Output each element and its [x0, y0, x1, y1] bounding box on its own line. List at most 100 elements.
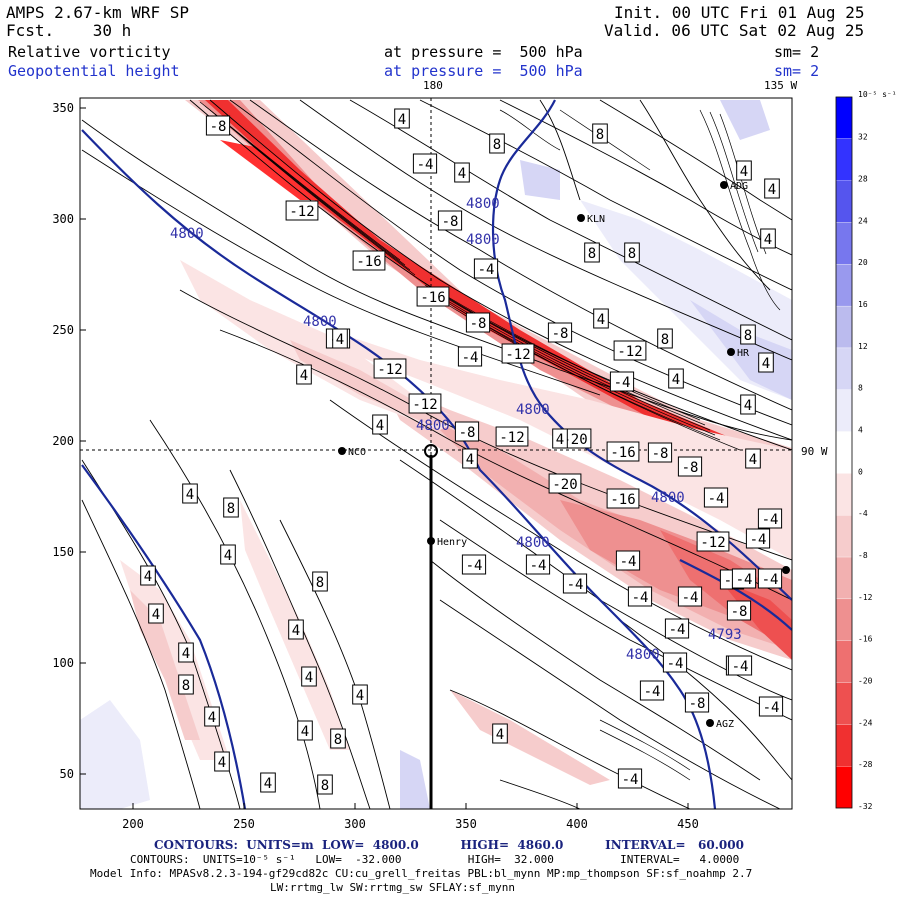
height-contour-label: 4800 [626, 647, 660, 663]
vorticity-contour-label: -12 [696, 531, 730, 552]
vorticity-contour-label: 4 [332, 328, 348, 349]
svg-text:-4: -4 [762, 572, 779, 588]
svg-text:4: 4 [305, 670, 313, 686]
svg-text:4: 4 [224, 548, 232, 564]
svg-text:4: 4 [182, 646, 190, 662]
svg-text:-8: -8 [731, 604, 748, 620]
vorticity-contour-label: -4 [639, 680, 665, 701]
colorbar-tick-label: -24 [858, 718, 873, 727]
station-markers [338, 181, 790, 727]
svg-text:-8: -8 [470, 316, 487, 332]
vorticity-contour-label: -4 [731, 568, 757, 589]
svg-text:-8: -8 [552, 326, 569, 342]
colorbar-tick-label: 32 [858, 133, 868, 142]
vorticity-contour-label: 4 [220, 544, 236, 565]
svg-text:4: 4 [744, 398, 752, 414]
vorticity-contour-label: 8 [489, 133, 505, 154]
vorticity-contour-labels: -8484-4-12-8-4-16-16-8-8-4-12-8-12-4-12-… [140, 108, 784, 795]
svg-text:-4: -4 [644, 684, 661, 700]
svg-text:-12: -12 [377, 362, 402, 378]
vorticity-contour-label: 4 [214, 751, 230, 772]
y-tick-label: 250 [52, 323, 74, 337]
svg-text:4: 4 [152, 607, 160, 623]
vorticity-contour-label: -4 [627, 586, 653, 607]
svg-text:-4: -4 [466, 558, 483, 574]
colorbar-swatch [835, 682, 853, 725]
colorbar-swatch [835, 598, 853, 641]
vorticity-contour-label: -4 [615, 550, 641, 571]
height-contour-label: 4800 [516, 402, 550, 418]
vorticity-contour-label: -4 [664, 618, 690, 639]
vorticity-contour-label: 4 [260, 772, 276, 793]
svg-text:4: 4 [300, 368, 308, 384]
vorticity-contour-label: -4 [745, 528, 771, 549]
valid-time: Valid. 06 UTC Sat 02 Aug 25 [604, 21, 865, 40]
svg-text:-4: -4 [417, 157, 434, 173]
vorticity-contour-label: -8 [677, 456, 703, 477]
svg-text:4: 4 [768, 182, 776, 198]
colorbar-tick-label: 24 [858, 216, 868, 225]
colorbar-swatch [835, 222, 853, 265]
svg-text:-12: -12 [412, 397, 437, 413]
vorticity-contour-label: 8 [178, 674, 194, 695]
vorticity-contour-label: -12 [408, 393, 442, 414]
x-tick-label: 400 [566, 817, 588, 831]
forecast-hour: Fcst. 30 h [6, 21, 132, 40]
station-label: ADG [730, 181, 748, 192]
y-tick-label: 50 [60, 767, 74, 781]
svg-text:-4: -4 [614, 375, 631, 391]
vorticity-contour-label: -4 [461, 554, 487, 575]
svg-text:4: 4 [356, 688, 364, 704]
longitude-label-135w: 135 W [764, 79, 798, 92]
colorbar-tick-label: 4 [858, 425, 863, 434]
vorticity-contour-label: 8 [592, 123, 608, 144]
svg-text:8: 8 [493, 137, 501, 153]
height-contour-label: 4800 [516, 535, 550, 551]
vorticity-contour-label: 4 [140, 565, 156, 586]
height-contour-labels: 4800 4800 4800 4800 4800 4800 4800 4800 4800 4793 [170, 196, 742, 663]
vorticity-contour-label: 8 [330, 728, 346, 749]
colorbar-swatch [835, 431, 853, 474]
vorticity-contour-label: -4 [617, 768, 643, 789]
svg-text:-4: -4 [462, 350, 479, 366]
svg-text:8: 8 [588, 246, 596, 262]
svg-text:8: 8 [596, 127, 604, 143]
height-contour-label: 4800 [416, 418, 450, 434]
colorbar-unit: 10⁻⁵ s⁻¹ [858, 90, 897, 99]
svg-text:4: 4 [376, 418, 384, 434]
x-tick-label: 350 [455, 817, 477, 831]
svg-text:4: 4 [208, 710, 216, 726]
field-name-vorticity: Relative vorticity [8, 43, 171, 61]
svg-text:-16: -16 [610, 445, 635, 461]
vorticity-contour-label: 8 [223, 497, 239, 518]
vorticity-contour-label: 4 [178, 642, 194, 663]
vorticity-contour-label: -8 [437, 210, 463, 231]
pressure-level-height: at pressure = 500 hPa [384, 62, 583, 80]
colorbar-swatch [835, 96, 853, 139]
svg-text:-4: -4 [478, 262, 495, 278]
y-tick-label: 350 [52, 101, 74, 115]
vorticity-contour-label: 8 [657, 328, 673, 349]
svg-text:-12: -12 [617, 344, 642, 360]
svg-text:-12: -12 [499, 430, 524, 446]
footer-height-contours: CONTOURS: UNITS=m LOW= 4800.0 HIGH= 4860… [154, 838, 744, 852]
svg-text:-4: -4 [736, 572, 753, 588]
vorticity-contour-label: -4 [703, 487, 729, 508]
footer-physics-info: LW:rrtmg_lw SW:rrtmg_sw SFLAY:sf_mynn [270, 881, 516, 894]
svg-text:-12: -12 [289, 204, 314, 220]
vorticity-contour-label: -8 [547, 322, 573, 343]
vorticity-contour-label: -4 [677, 586, 703, 607]
vorticity-contour-label: 4 [745, 448, 761, 469]
y-tick-label: 150 [52, 545, 74, 559]
station-label: NCO [348, 447, 366, 458]
svg-text:-4: -4 [682, 590, 699, 606]
vorticity-contour-label: 4 [492, 723, 508, 744]
height-contour-label: 4800 [466, 196, 500, 212]
svg-text:-4: -4 [530, 558, 547, 574]
svg-text:-16: -16 [420, 290, 445, 306]
vorticity-contour-label: -12 [501, 343, 535, 364]
svg-text:-4: -4 [750, 532, 767, 548]
height-contour-label: 4800 [466, 232, 500, 248]
